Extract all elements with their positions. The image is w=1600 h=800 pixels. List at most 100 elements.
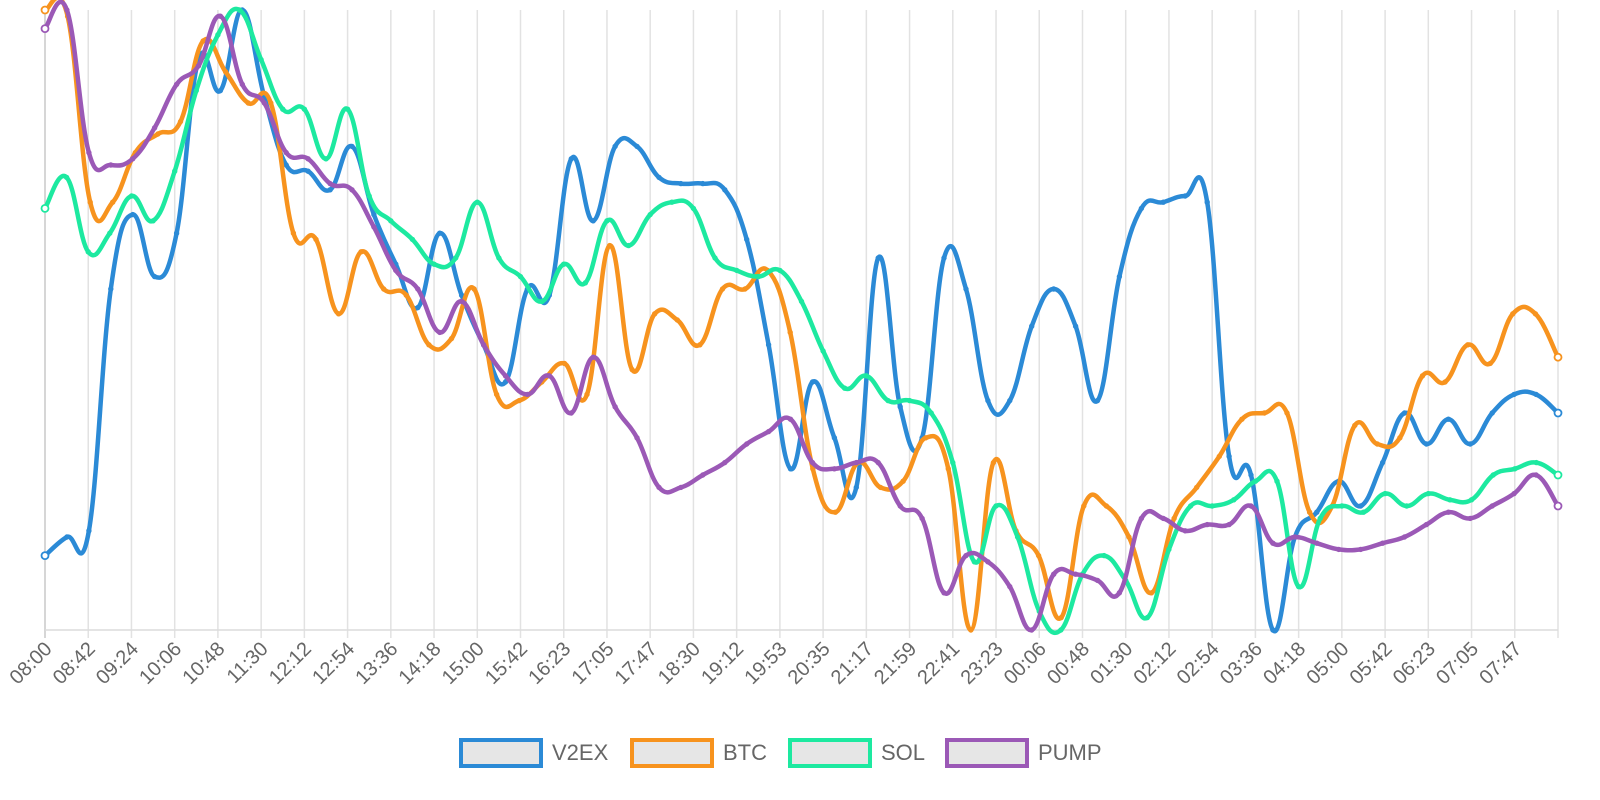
x-tick-label: 02:54: [1173, 638, 1224, 689]
data-point: [1103, 503, 1110, 509]
data-point: [625, 242, 632, 249]
data-point: [950, 459, 956, 466]
data-point: [453, 255, 459, 261]
data-point: [1467, 441, 1474, 447]
data-point: [1216, 453, 1223, 460]
data-point: [1533, 472, 1539, 478]
legend-item-pump[interactable]: PUMP: [945, 738, 1102, 768]
data-point: [734, 267, 740, 274]
data-point: [290, 230, 297, 236]
data-point: [496, 255, 502, 261]
data-point: [963, 552, 969, 559]
data-point: [283, 162, 289, 168]
data-point: [40, 24, 50, 34]
data-point: [1029, 627, 1035, 633]
data-point: [245, 100, 251, 106]
data-point: [403, 292, 409, 298]
data-point: [674, 317, 680, 323]
data-point: [1317, 515, 1323, 522]
data-point: [381, 286, 387, 292]
data-point: [919, 515, 925, 522]
data-point: [1035, 552, 1042, 559]
data-point: [1148, 590, 1155, 596]
data-point: [832, 509, 839, 515]
x-tick-label: 13:36: [351, 638, 402, 689]
data-point: [107, 230, 113, 236]
data-point: [941, 590, 947, 596]
data-point: [842, 385, 848, 391]
data-point: [283, 149, 289, 156]
series-line-pump: [42, 0, 1561, 633]
data-point: [130, 156, 136, 162]
data-point: [941, 255, 947, 261]
x-tick-label: 18:30: [654, 638, 705, 689]
data-point: [990, 459, 997, 466]
data-point: [561, 261, 567, 267]
data-point: [1051, 286, 1057, 292]
data-point: [268, 100, 274, 106]
data-point: [1374, 441, 1381, 447]
data-point: [305, 168, 311, 174]
data-point: [1239, 416, 1245, 422]
data-point: [1314, 509, 1320, 515]
data-point: [1511, 490, 1517, 497]
x-tick-label: 09:24: [92, 638, 143, 689]
data-point: [366, 193, 372, 199]
data-point: [108, 162, 114, 168]
x-tick-label: 10:06: [135, 638, 186, 689]
data-point: [1445, 416, 1452, 422]
data-point: [258, 56, 264, 63]
x-tick-label: 19:53: [740, 638, 791, 689]
data-point: [155, 131, 161, 137]
data-point: [1553, 501, 1563, 511]
data-point: [923, 435, 929, 441]
data-point: [820, 348, 826, 354]
legend-item-btc[interactable]: BTC: [630, 738, 767, 768]
data-point: [1094, 577, 1101, 584]
data-point: [301, 106, 308, 112]
data-point: [1382, 490, 1388, 497]
data-point: [742, 286, 748, 292]
data-point: [1379, 459, 1386, 466]
legend-item-sol[interactable]: SOL: [788, 738, 925, 768]
legend-item-v2ex[interactable]: V2EX: [459, 738, 609, 768]
data-point: [1292, 534, 1298, 540]
data-point: [327, 180, 333, 187]
data-point: [678, 180, 684, 187]
x-tick-label: 08:00: [6, 638, 57, 689]
data-point: [590, 218, 596, 224]
data-point: [502, 373, 509, 379]
data-point: [853, 484, 859, 491]
chart-legend[interactable]: V2EX BTC SOL PUMP: [459, 738, 1102, 768]
data-point: [722, 459, 728, 466]
data-point: [471, 286, 477, 292]
data-point: [863, 373, 869, 379]
legend-swatch: [630, 738, 714, 768]
data-point: [712, 255, 718, 261]
data-point: [1270, 540, 1276, 546]
data-point: [130, 211, 136, 218]
data-point: [1187, 503, 1194, 509]
x-tick-label: 02:12: [1130, 638, 1181, 689]
data-point: [305, 156, 311, 162]
data-point: [371, 224, 377, 230]
data-point: [1425, 490, 1432, 497]
data-point: [1314, 540, 1320, 546]
data-point: [1166, 546, 1172, 553]
data-point: [63, 174, 70, 181]
data-point: [897, 503, 903, 509]
data-point: [722, 187, 728, 193]
data-point: [85, 249, 91, 255]
data-point: [809, 459, 816, 466]
data-point: [1489, 503, 1495, 509]
data-point: [437, 230, 443, 236]
data-point: [1510, 311, 1516, 317]
data-point: [217, 13, 224, 19]
data-point: [426, 342, 432, 348]
data-point: [480, 342, 487, 348]
x-axis: 08:0008:4209:2410:0610:4811:3012:1212:54…: [6, 638, 1527, 689]
data-point: [877, 484, 884, 491]
data-point: [1284, 410, 1290, 416]
legend-swatch: [459, 738, 543, 768]
data-point: [1397, 435, 1403, 441]
